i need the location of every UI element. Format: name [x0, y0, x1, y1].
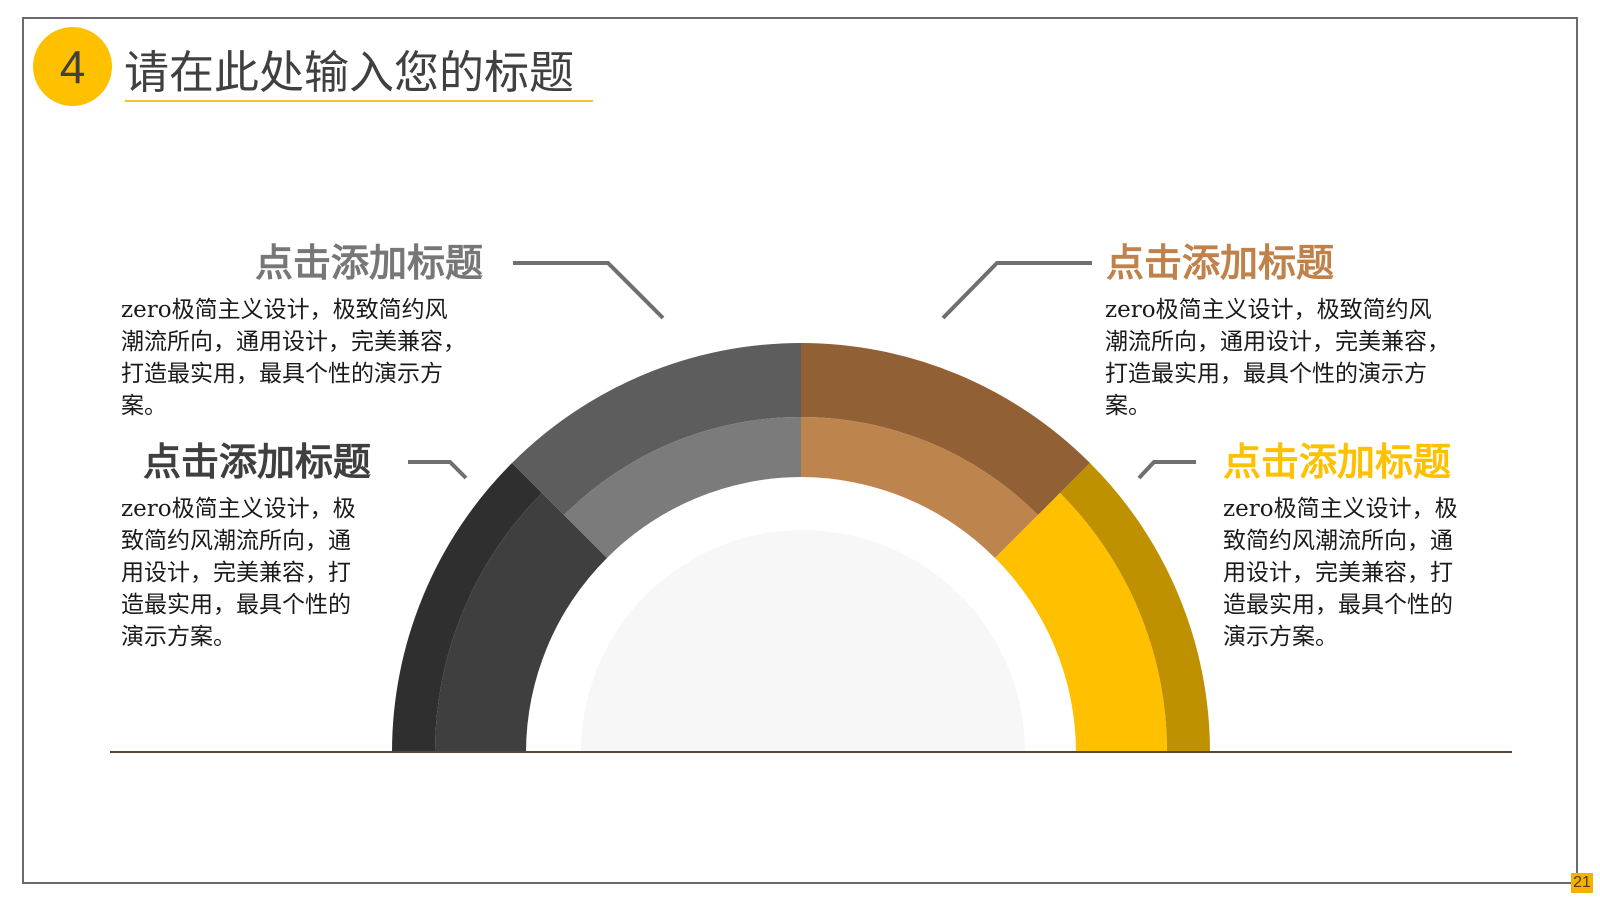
body-top-left[interactable]: zero极简主义设计，极致简约风 潮流所向，通用设计，完美兼容， 打造最实用，最… [121, 294, 466, 422]
body-line: 造最实用，最具个性的 [121, 592, 351, 618]
body-line: 案。 [1105, 393, 1151, 419]
heading-top-left[interactable]: 点击添加标题 [255, 241, 484, 285]
baseline-divider [110, 751, 1512, 753]
body-line: 打造最实用，最具个性的演示方 [121, 361, 443, 387]
body-line: zero极简主义设计，极 [1223, 496, 1458, 522]
section-number: 4 [59, 40, 86, 93]
body-line: 打造最实用，最具个性的演示方 [1105, 361, 1427, 387]
body-line: 潮流所向，通用设计，完美兼容， [121, 329, 466, 355]
body-line: 用设计，完美兼容，打 [1223, 560, 1453, 586]
heading-bottom-right[interactable]: 点击添加标题 [1223, 440, 1452, 484]
body-line: 案。 [121, 393, 167, 419]
leader-line-bottom-left [408, 460, 468, 480]
body-top-right[interactable]: zero极简主义设计，极致简约风 潮流所向，通用设计，完美兼容， 打造最实用，最… [1105, 294, 1450, 422]
slide-frame [22, 17, 1578, 884]
body-line: 致简约风潮流所向，通 [121, 528, 351, 554]
segment-right-outer[interactable] [1060, 463, 1210, 752]
segment-right-inner[interactable] [995, 493, 1168, 752]
segment-top-left-inner[interactable] [564, 416, 801, 558]
body-line: zero极简主义设计，极致简约风 [1105, 297, 1432, 323]
body-line: 潮流所向，通用设计，完美兼容， [1105, 329, 1450, 355]
body-line: 造最实用，最具个性的 [1223, 592, 1453, 618]
body-line: 致简约风潮流所向，通 [1223, 528, 1453, 554]
page-number: 21 [1571, 873, 1593, 893]
body-line: zero极简主义设计，极 [121, 496, 356, 522]
segment-left-inner[interactable] [434, 493, 607, 752]
segment-left-outer[interactable] [392, 463, 542, 752]
body-line: 演示方案。 [121, 624, 236, 650]
segment-top-right-outer[interactable] [801, 343, 1090, 515]
body-line: 演示方案。 [1223, 624, 1338, 650]
section-number-badge: 4 [33, 27, 112, 106]
body-bottom-left[interactable]: zero极简主义设计，极 致简约风潮流所向，通 用设计，完美兼容，打 造最实用，… [121, 493, 356, 653]
body-bottom-right[interactable]: zero极简主义设计，极 致简约风潮流所向，通 用设计，完美兼容，打 造最实用，… [1223, 493, 1458, 653]
center-disc [581, 530, 1025, 752]
leader-line-top-right [941, 261, 1092, 320]
segment-top-right-inner[interactable] [801, 416, 1038, 558]
leader-line-bottom-right [1137, 460, 1196, 480]
body-line: zero极简主义设计，极致简约风 [121, 297, 448, 323]
slide-title[interactable]: 请在此处输入您的标题 [124, 46, 575, 99]
body-line: 用设计，完美兼容，打 [121, 560, 351, 586]
segment-top-left-outer[interactable] [512, 343, 801, 515]
heading-bottom-left[interactable]: 点击添加标题 [143, 440, 372, 484]
heading-top-right[interactable]: 点击添加标题 [1106, 241, 1335, 285]
leader-line-top-left [513, 261, 665, 320]
title-underline [125, 100, 593, 102]
